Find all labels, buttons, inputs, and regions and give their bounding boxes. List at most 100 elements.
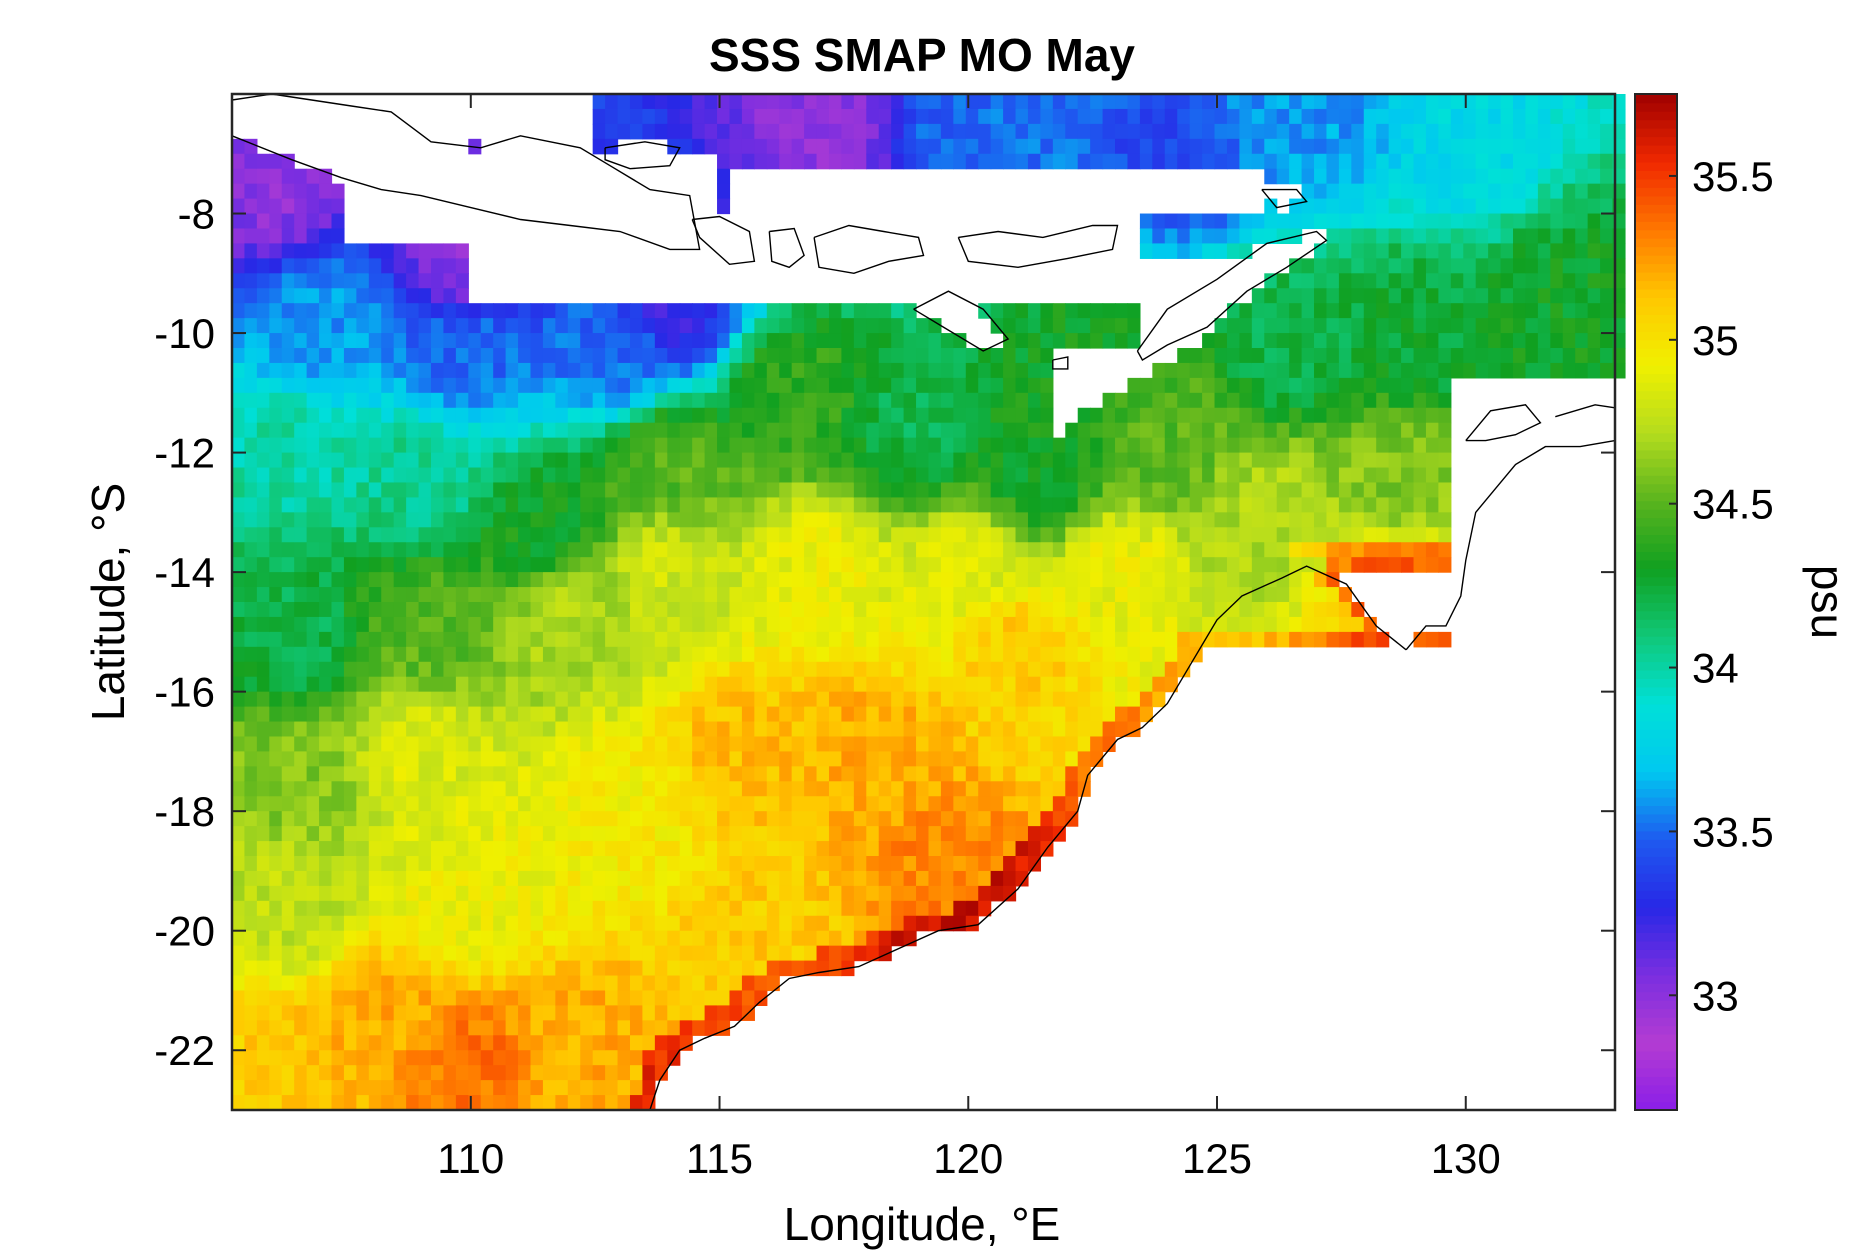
heatmap-cell [1289,318,1302,334]
heatmap-cell [282,871,295,887]
heatmap-cell [1513,199,1526,215]
heatmap-cell [431,243,444,259]
heatmap-cell [916,886,929,902]
heatmap-cell [680,736,693,752]
heatmap-cell [1326,288,1339,304]
heatmap-cell [817,333,830,349]
heatmap-cell [282,453,295,469]
heatmap-cell [1103,602,1116,618]
heatmap-cell [232,1005,245,1021]
heatmap-cell [282,542,295,558]
heatmap-cell [530,408,543,424]
heatmap-cell [655,946,668,962]
heatmap-cell [1016,722,1029,738]
heatmap-cell [953,94,966,110]
heatmap-cell [1550,273,1563,289]
heatmap-cell [232,378,245,394]
heatmap-cell [294,303,307,319]
heatmap-cell [406,1080,419,1096]
heatmap-cell [953,423,966,439]
heatmap-cell [655,707,668,723]
heatmap-cell [1401,348,1414,364]
heatmap-cell [530,1065,543,1081]
heatmap-cell [767,303,780,319]
heatmap-cell [244,796,257,812]
heatmap-cell [419,333,432,349]
heatmap-cell [580,557,593,573]
heatmap-cell [406,1020,419,1036]
heatmap-cell [692,961,705,977]
heatmap-cell [431,497,444,513]
heatmap-cell [244,258,257,274]
heatmap-cell [369,333,382,349]
heatmap-cell [742,766,755,782]
heatmap-cell [1115,318,1128,334]
heatmap-cell [394,692,407,708]
heatmap-cell [1289,557,1302,573]
heatmap-cell [642,468,655,484]
heatmap-cell [1389,109,1402,125]
heatmap-cell [891,707,904,723]
heatmap-cell [1140,154,1153,170]
heatmap-cell [468,826,481,842]
heatmap-cell [244,736,257,752]
heatmap-cell [991,871,1004,887]
heatmap-cell [456,722,469,738]
heatmap-cell [1152,692,1165,708]
heatmap-cell [1202,94,1215,110]
heatmap-cell [792,94,805,110]
heatmap-cell [493,677,506,693]
heatmap-cell [506,946,519,962]
heatmap-cell [879,766,892,782]
heatmap-cell [841,482,854,498]
heatmap-cell [779,94,792,110]
heatmap-cell [282,169,295,185]
heatmap-cell [518,856,531,872]
heatmap-cell [941,453,954,469]
heatmap-cell [356,602,369,618]
heatmap-cell [543,781,556,797]
heatmap-cell [953,587,966,603]
heatmap-cell [605,781,618,797]
heatmap-cell [1215,512,1228,528]
heatmap-cell [879,811,892,827]
heatmap-cell [1003,647,1016,663]
heatmap-cell [232,423,245,439]
heatmap-cell [729,408,742,424]
heatmap-cell [904,856,917,872]
heatmap-cell [941,722,954,738]
heatmap-cell [443,976,456,992]
heatmap-cell [468,781,481,797]
heatmap-cell [1252,512,1265,528]
heatmap-cell [232,990,245,1006]
heatmap-cell [568,751,581,767]
heatmap-cell [1016,348,1029,364]
heatmap-cell [493,468,506,484]
heatmap-cell [916,677,929,693]
heatmap-cell [580,871,593,887]
heatmap-cell [269,243,282,259]
heatmap-cell [468,318,481,334]
heatmap-cell [1227,94,1240,110]
heatmap-cell [307,199,320,215]
heatmap-cell [630,736,643,752]
heatmap-cell [307,826,320,842]
heatmap-cell [344,781,357,797]
heatmap-cell [729,497,742,513]
heatmap-cell [1426,393,1439,409]
heatmap-cell [729,826,742,842]
heatmap-cell [841,497,854,513]
heatmap-cell [705,856,718,872]
heatmap-cell [1488,288,1501,304]
heatmap-cell [244,243,257,259]
heatmap-cell [1488,333,1501,349]
heatmap-cell [767,707,780,723]
heatmap-cell [879,751,892,767]
heatmap-cell [431,811,444,827]
heatmap-cell [1438,497,1451,513]
heatmap-cell [543,662,556,678]
heatmap-cell [443,662,456,678]
heatmap-cell [1314,124,1327,140]
heatmap-cell [555,1095,568,1111]
heatmap-cell [344,258,357,274]
